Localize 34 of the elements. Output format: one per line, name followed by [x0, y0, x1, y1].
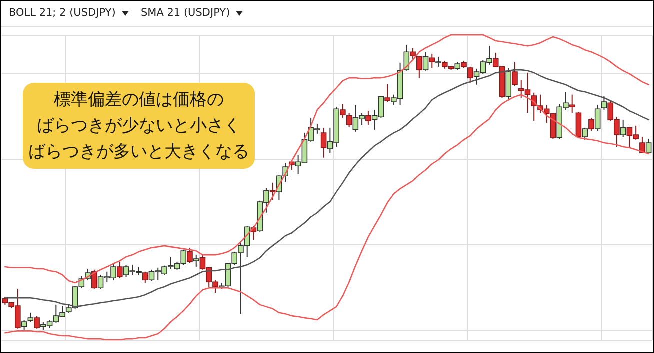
- candlestick: [646, 138, 652, 154]
- candlestick: [366, 110, 372, 126]
- candlestick: [320, 127, 327, 158]
- candlestick: [340, 103, 346, 118]
- candlestick: [588, 117, 594, 132]
- candlestick: [594, 104, 601, 132]
- candlestick: [582, 127, 588, 140]
- candlestick: [620, 119, 626, 138]
- candlestick: [422, 52, 429, 72]
- candlestick: [384, 84, 390, 102]
- candlestick: [92, 269, 98, 290]
- candlestick: [187, 247, 193, 264]
- candlestick: [142, 271, 148, 284]
- candlestick: [193, 254, 200, 268]
- text: BOLL 21; 2 (USDJPY): [9, 7, 116, 19]
- candlestick: [569, 94, 576, 114]
- candlestick: [346, 112, 352, 128]
- candlestick: [576, 111, 582, 138]
- candlestick: [34, 316, 40, 330]
- candlestick: [28, 312, 34, 323]
- text: SMA 21 (USDJPY): [141, 7, 230, 19]
- annotation: ばらつきが少ないと小さく: [37, 115, 241, 138]
- candlestick: [601, 96, 608, 110]
- annotation: 標準偏差の値は価格の: [54, 89, 224, 112]
- candlestick: [429, 54, 436, 69]
- candlestick: [416, 56, 422, 79]
- candlestick: [270, 182, 276, 201]
- candlestick: [512, 62, 518, 87]
- candlestick: [436, 56, 442, 68]
- candlestick: [410, 48, 416, 60]
- candlestick: [467, 66, 474, 84]
- annotation: ばらつきが多いと大きくなる: [28, 141, 250, 164]
- candlestick: [116, 261, 123, 279]
- candlestick: [21, 320, 28, 331]
